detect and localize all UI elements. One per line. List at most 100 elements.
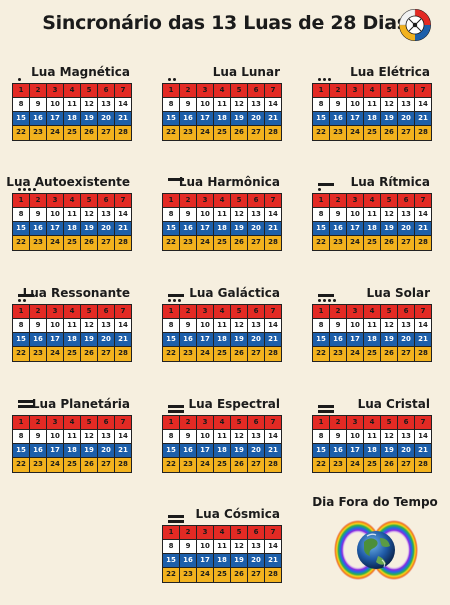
day-cell: 11	[364, 208, 381, 222]
day-cell: 10	[47, 430, 64, 444]
day-cell: 15	[313, 222, 330, 236]
day-cell: 1	[13, 84, 30, 98]
day-cell: 21	[415, 333, 431, 347]
day-cell: 14	[415, 319, 431, 333]
day-cell: 9	[180, 540, 197, 554]
dot-icon	[173, 78, 176, 81]
week-row: 15 16 17 18 19 20 21	[313, 222, 431, 236]
dot-icon	[28, 188, 31, 191]
day-cell: 26	[381, 458, 398, 472]
moon-name: Lua Ressonante	[22, 286, 130, 300]
day-cell: 18	[214, 554, 231, 568]
day-cell: 9	[180, 430, 197, 444]
day-cell: 27	[248, 458, 265, 472]
day-cell: 4	[364, 305, 381, 319]
day-cell: 6	[98, 305, 115, 319]
day-cell: 17	[347, 222, 364, 236]
day-cell: 2	[180, 84, 197, 98]
day-cell: 16	[180, 333, 197, 347]
day-grid: 1 2 3 4 5 6 7 8 9 10 11 12 13 14 15 16 17 18 19 20 21 22 23 24 2…	[12, 415, 132, 473]
moon-calendar: Lua Rítmica 1 2 3 4 5 6 7 8 9 10 11 12 13 14 15 16 17 18 19…	[312, 173, 432, 251]
day-cell: 10	[197, 540, 214, 554]
day-cell: 20	[248, 222, 265, 236]
day-cell: 26	[81, 236, 98, 250]
moon-calendar: Lua Galáctica 1 2 3 4 5 6 7 8 9 10 11 12 13 14 15 16 17 18…	[162, 284, 282, 362]
mayan-number-icon	[168, 176, 184, 181]
week-row: 15 16 17 18 19 20 21	[313, 112, 431, 126]
day-cell: 27	[248, 126, 265, 140]
day-cell: 19	[81, 222, 98, 236]
week-row: 8 9 10 11 12 13 14	[163, 98, 281, 112]
day-cell: 10	[197, 319, 214, 333]
mayan-number-icon	[318, 176, 334, 191]
day-cell: 8	[163, 208, 180, 222]
moon-header: Lua Lunar	[162, 63, 282, 83]
day-cell: 26	[231, 347, 248, 361]
mayan-number-icon	[318, 287, 338, 302]
day-cell: 19	[231, 554, 248, 568]
day-out-of-time-title: Dia Fora do Tempo	[312, 495, 438, 509]
day-cell: 8	[313, 319, 330, 333]
day-cell: 6	[398, 305, 415, 319]
mayan-number-icon	[168, 287, 184, 302]
day-cell: 22	[13, 236, 30, 250]
day-cell: 11	[214, 540, 231, 554]
mayan-number-icon	[18, 287, 34, 302]
week-row: 15 16 17 18 19 20 21	[313, 444, 431, 458]
moon-header: Lua Espectral	[162, 395, 282, 415]
day-cell: 27	[98, 126, 115, 140]
day-cell: 25	[214, 568, 231, 582]
day-cell: 9	[330, 319, 347, 333]
moon-name: Lua Espectral	[188, 397, 280, 411]
day-cell: 28	[115, 347, 131, 361]
day-cell: 9	[330, 430, 347, 444]
day-cell: 8	[163, 540, 180, 554]
day-cell: 5	[231, 84, 248, 98]
day-cell: 7	[115, 84, 131, 98]
day-cell: 17	[197, 112, 214, 126]
moon-name: Lua Elétrica	[350, 65, 430, 79]
day-cell: 16	[330, 444, 347, 458]
day-cell: 20	[98, 112, 115, 126]
week-row: 15 16 17 18 19 20 21	[163, 554, 281, 568]
day-cell: 20	[248, 554, 265, 568]
dot-icon	[323, 410, 326, 413]
moon-name: Lua Planetária	[31, 397, 130, 411]
day-cell: 23	[180, 458, 197, 472]
day-cell: 10	[197, 430, 214, 444]
day-cell: 5	[231, 305, 248, 319]
day-cell: 7	[115, 416, 131, 430]
day-cell: 7	[115, 194, 131, 208]
bar-icon	[18, 294, 34, 297]
day-cell: 7	[265, 194, 281, 208]
day-cell: 14	[415, 430, 431, 444]
day-cell: 14	[265, 98, 281, 112]
day-cell: 25	[364, 236, 381, 250]
day-cell: 28	[415, 236, 431, 250]
day-cell: 17	[47, 222, 64, 236]
day-cell: 12	[381, 208, 398, 222]
mayan-number-icon	[18, 398, 34, 408]
day-cell: 7	[415, 84, 431, 98]
week-row: 8 9 10 11 12 13 14	[13, 98, 131, 112]
day-cell: 17	[197, 222, 214, 236]
day-cell: 28	[265, 568, 281, 582]
day-cell: 15	[13, 112, 30, 126]
day-cell: 4	[364, 194, 381, 208]
day-cell: 20	[98, 444, 115, 458]
day-cell: 1	[313, 416, 330, 430]
day-cell: 8	[13, 98, 30, 112]
dot-icon	[178, 520, 181, 523]
day-cell: 2	[180, 194, 197, 208]
day-cell: 24	[197, 347, 214, 361]
day-cell: 19	[381, 222, 398, 236]
day-cell: 22	[163, 236, 180, 250]
dot-icon	[323, 78, 326, 81]
day-cell: 9	[330, 208, 347, 222]
day-cell: 25	[64, 236, 81, 250]
day-cell: 20	[248, 112, 265, 126]
dot-icon	[168, 78, 171, 81]
mayan-number-icon	[168, 398, 184, 413]
day-cell: 19	[381, 112, 398, 126]
